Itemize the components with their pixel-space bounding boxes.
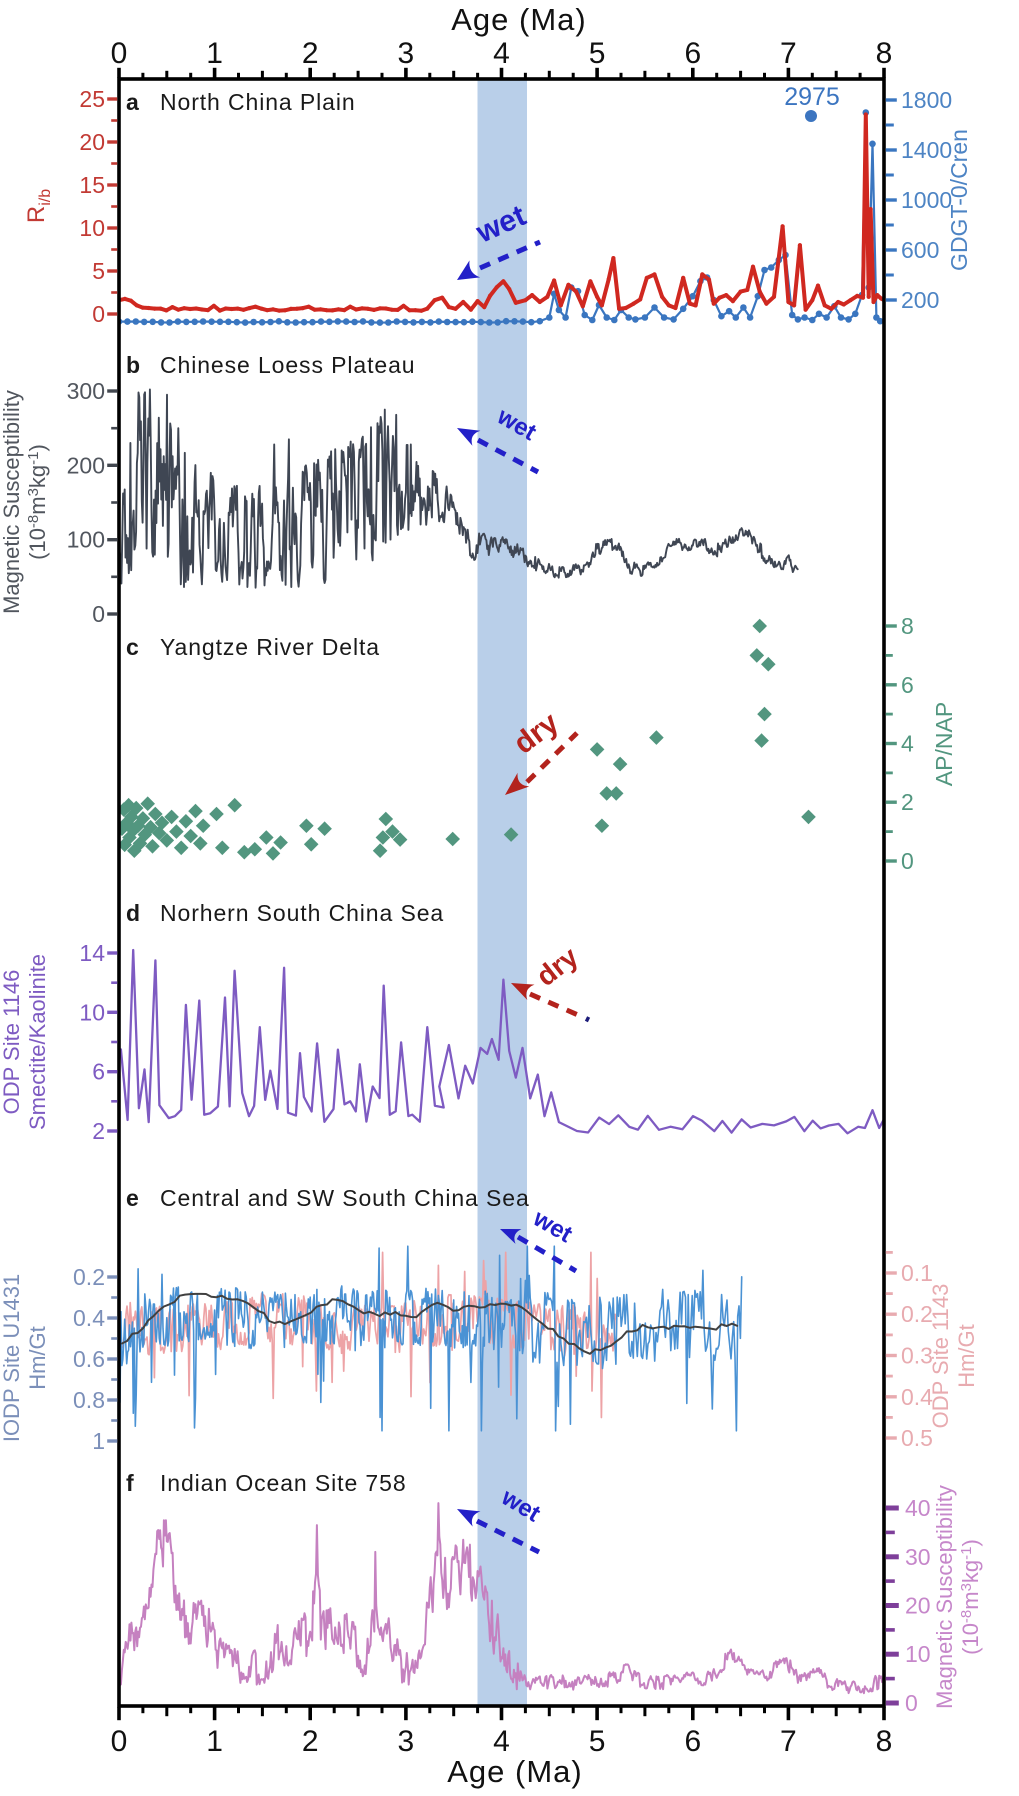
svg-text:5: 5 <box>589 1725 606 1758</box>
svg-text:0: 0 <box>92 301 105 327</box>
svg-text:5: 5 <box>92 258 105 284</box>
svg-text:Age (Ma): Age (Ma) <box>447 1754 582 1789</box>
svg-text:200: 200 <box>901 287 939 313</box>
svg-text:30: 30 <box>905 1544 931 1570</box>
svg-text:8: 8 <box>876 37 893 70</box>
svg-text:Hm/Gt: Hm/Gt <box>954 1324 979 1388</box>
svg-text:2: 2 <box>92 1118 105 1144</box>
svg-text:200: 200 <box>67 452 105 478</box>
svg-text:6: 6 <box>901 672 914 698</box>
svg-text:15: 15 <box>79 172 105 198</box>
svg-text:0: 0 <box>905 1690 918 1716</box>
svg-text:GDGT-0/Cren: GDGT-0/Cren <box>946 129 972 271</box>
svg-text:(10-8m3kg-1): (10-8m3kg-1) <box>958 1539 983 1655</box>
svg-text:1: 1 <box>92 1428 105 1454</box>
svg-text:1000: 1000 <box>901 187 952 213</box>
svg-text:IODP Site U1431: IODP Site U1431 <box>0 1274 24 1442</box>
svg-text:6: 6 <box>684 37 701 70</box>
svg-text:0: 0 <box>901 848 914 874</box>
svg-text:100: 100 <box>67 527 105 553</box>
svg-text:25: 25 <box>79 86 105 112</box>
svg-text:40: 40 <box>905 1495 931 1521</box>
svg-text:5: 5 <box>589 37 606 70</box>
svg-text:Magnetic Susceptibility: Magnetic Susceptibility <box>0 390 24 614</box>
svg-text:2: 2 <box>901 789 914 815</box>
svg-text:4: 4 <box>901 731 914 757</box>
svg-text:20: 20 <box>905 1593 931 1619</box>
svg-text:3: 3 <box>398 37 415 70</box>
svg-text:0.5: 0.5 <box>901 1425 933 1451</box>
svg-text:1400: 1400 <box>901 137 952 163</box>
svg-text:0.2: 0.2 <box>73 1264 105 1290</box>
svg-text:ODP Site 1146: ODP Site 1146 <box>0 970 24 1115</box>
svg-text:0: 0 <box>111 37 128 70</box>
svg-text:1: 1 <box>206 37 223 70</box>
svg-text:10: 10 <box>905 1641 931 1667</box>
svg-text:1800: 1800 <box>901 87 952 113</box>
svg-text:ODP Site 1143: ODP Site 1143 <box>928 1284 953 1429</box>
svg-text:2975: 2975 <box>784 83 840 111</box>
svg-text:2: 2 <box>302 37 319 70</box>
svg-text:0.8: 0.8 <box>73 1387 105 1413</box>
svg-text:Hm/Gt: Hm/Gt <box>25 1326 50 1390</box>
svg-text:0: 0 <box>111 1725 128 1758</box>
svg-text:2: 2 <box>302 1725 319 1758</box>
svg-text:20: 20 <box>79 129 105 155</box>
svg-text:0.4: 0.4 <box>901 1384 933 1410</box>
svg-text:6: 6 <box>684 1725 701 1758</box>
svg-text:10: 10 <box>79 999 105 1025</box>
svg-text:7: 7 <box>780 1725 797 1758</box>
svg-text:8: 8 <box>876 1725 893 1758</box>
svg-text:0.3: 0.3 <box>901 1343 933 1369</box>
svg-text:600: 600 <box>901 237 939 263</box>
svg-text:6: 6 <box>92 1059 105 1085</box>
svg-text:Age (Ma): Age (Ma) <box>451 2 586 37</box>
svg-text:4: 4 <box>493 37 510 70</box>
svg-text:Magnetic Susceptibility: Magnetic Susceptibility <box>932 1485 957 1709</box>
svg-text:0.2: 0.2 <box>901 1301 933 1327</box>
svg-text:4: 4 <box>493 1725 510 1758</box>
svg-text:0: 0 <box>92 601 105 627</box>
svg-text:8: 8 <box>901 613 914 639</box>
svg-text:0.4: 0.4 <box>73 1305 105 1331</box>
svg-text:10: 10 <box>79 215 105 241</box>
svg-text:7: 7 <box>780 37 797 70</box>
svg-text:1: 1 <box>206 1725 223 1758</box>
svg-text:300: 300 <box>67 378 105 404</box>
svg-text:0.1: 0.1 <box>901 1260 933 1286</box>
svg-text:14: 14 <box>79 940 105 966</box>
svg-text:Smectite/Kaolinite: Smectite/Kaolinite <box>25 954 50 1130</box>
svg-text:AP/NAP: AP/NAP <box>931 702 957 786</box>
svg-text:0.6: 0.6 <box>73 1346 105 1372</box>
svg-text:3: 3 <box>398 1725 415 1758</box>
